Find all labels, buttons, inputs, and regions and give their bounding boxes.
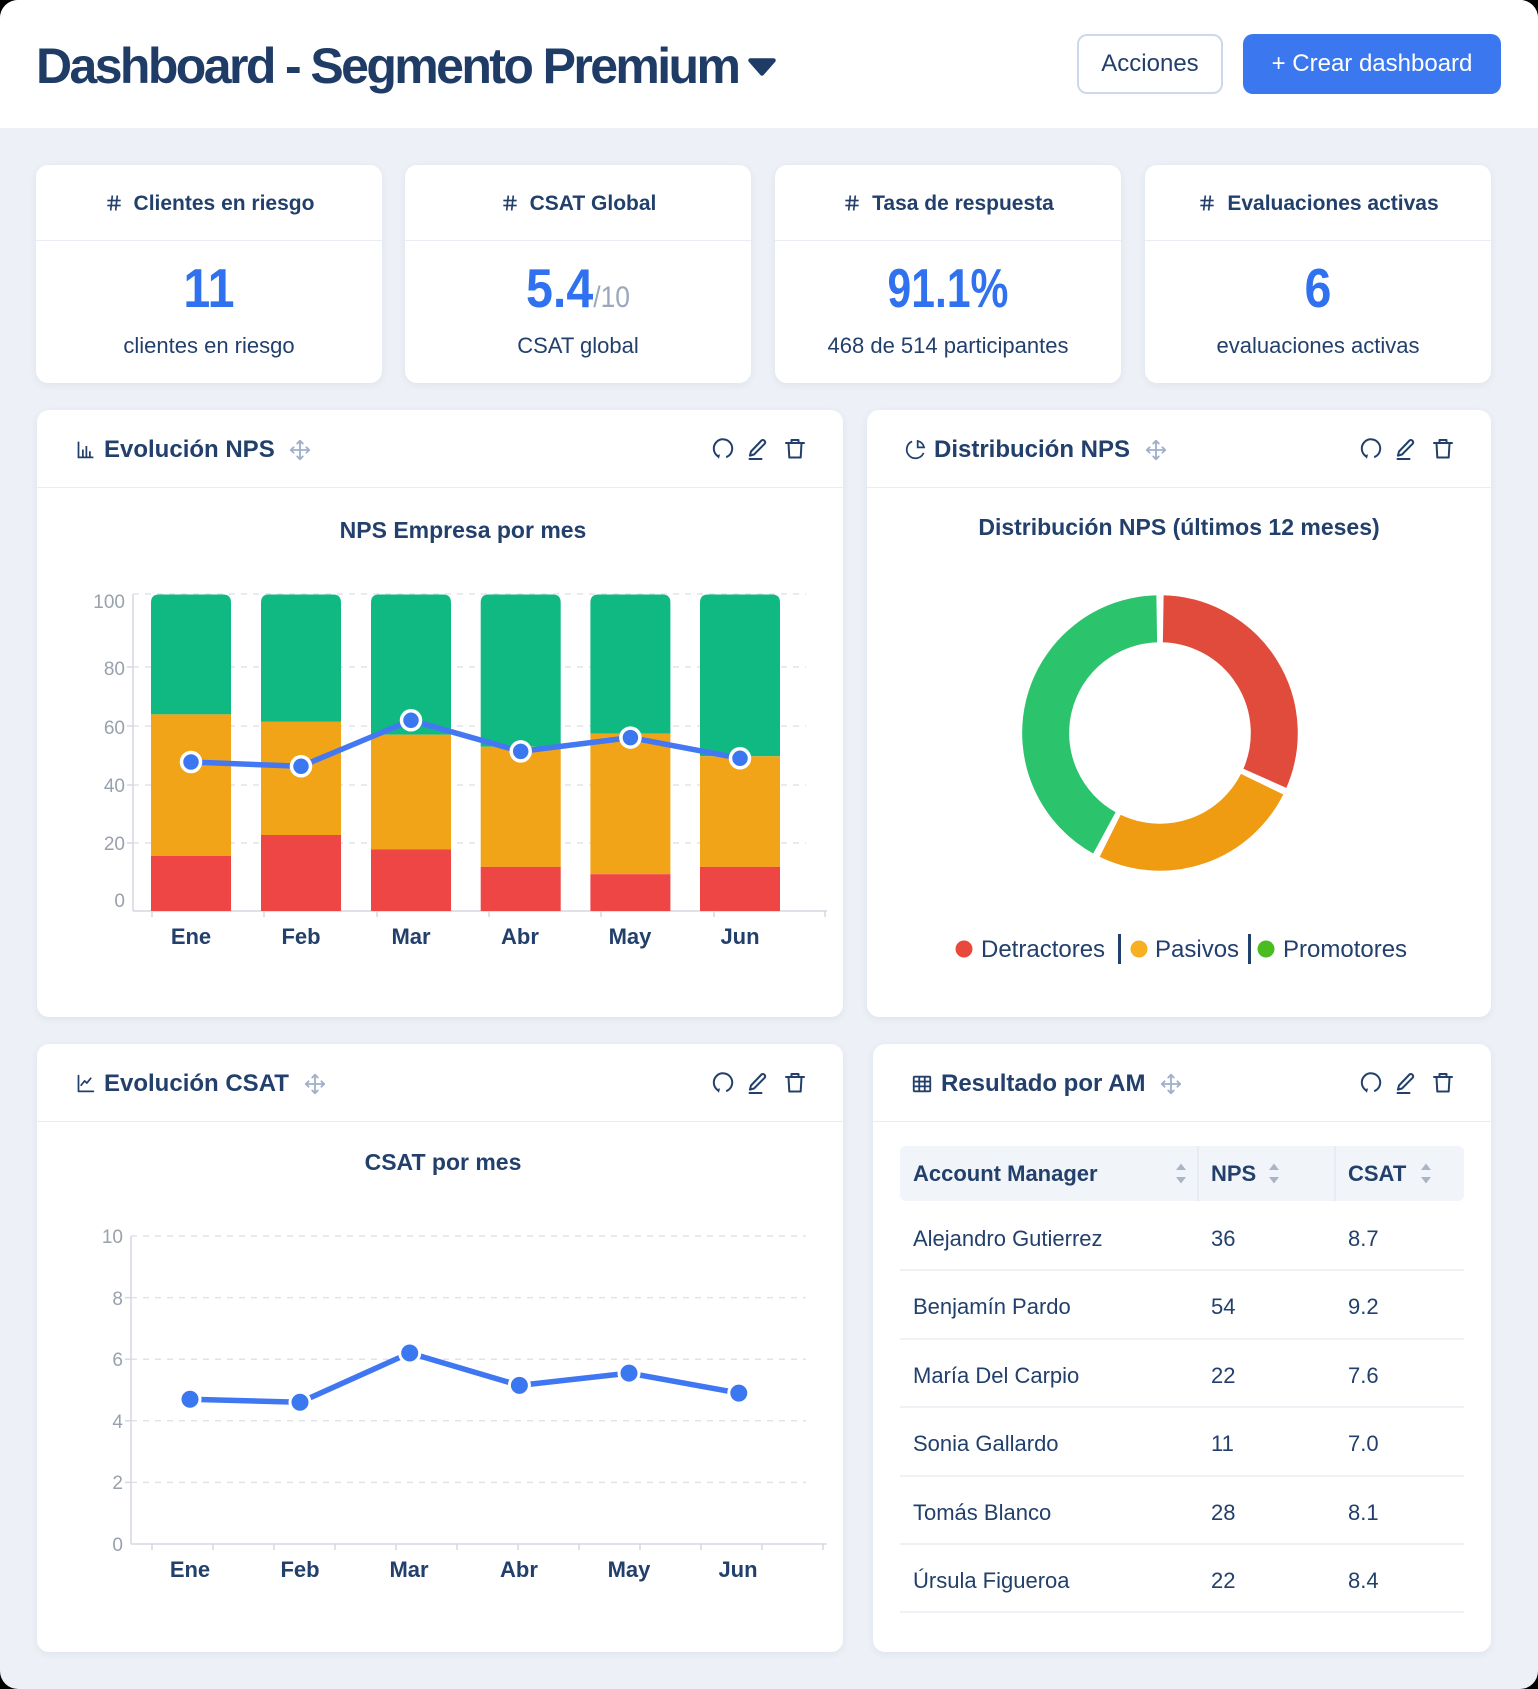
- svg-text:Jun: Jun: [720, 924, 759, 949]
- svg-text:28: 28: [1211, 1500, 1235, 1525]
- svg-text:Ene: Ene: [171, 924, 211, 949]
- svg-text:10: 10: [102, 1227, 123, 1248]
- svg-text:4: 4: [112, 1412, 123, 1433]
- svg-text:Feb: Feb: [280, 1557, 319, 1582]
- svg-text:María Del Carpio: María Del Carpio: [913, 1363, 1079, 1388]
- svg-text:100: 100: [93, 592, 125, 613]
- svg-text:Ene: Ene: [170, 1557, 210, 1582]
- svg-text:Abr: Abr: [500, 1557, 538, 1582]
- svg-text:Promotores: Promotores: [1283, 936, 1407, 963]
- svg-text:8.4: 8.4: [1348, 1568, 1379, 1593]
- svg-text:22: 22: [1211, 1363, 1235, 1388]
- svg-text:8: 8: [112, 1289, 123, 1310]
- svg-text:Sonia Gallardo: Sonia Gallardo: [913, 1431, 1059, 1456]
- svg-text:May: May: [608, 1557, 652, 1582]
- svg-text:CSAT: CSAT: [1348, 1161, 1407, 1186]
- svg-text:Pasivos: Pasivos: [1155, 936, 1239, 963]
- svg-text:CSAT por mes: CSAT por mes: [365, 1149, 522, 1175]
- svg-text:6: 6: [112, 1350, 123, 1371]
- svg-text:Detractores: Detractores: [981, 936, 1105, 963]
- svg-text:Úrsula Figueroa: Úrsula Figueroa: [913, 1568, 1070, 1593]
- svg-text:Distribución NPS (últimos 12 m: Distribución NPS (últimos 12 meses): [978, 514, 1379, 540]
- svg-text:Mar: Mar: [391, 924, 431, 949]
- svg-text:0: 0: [114, 891, 125, 912]
- svg-text:8.7: 8.7: [1348, 1226, 1379, 1251]
- svg-text:NPS: NPS: [1211, 1161, 1256, 1186]
- svg-text:80: 80: [104, 659, 125, 680]
- svg-text:NPS Empresa por mes: NPS Empresa por mes: [340, 517, 587, 543]
- svg-text:Benjamín Pardo: Benjamín Pardo: [913, 1294, 1071, 1319]
- svg-text:Abr: Abr: [501, 924, 539, 949]
- svg-text:Jun: Jun: [718, 1557, 757, 1582]
- svg-text:20: 20: [104, 834, 125, 855]
- svg-text:2: 2: [112, 1473, 123, 1494]
- svg-text:11: 11: [1211, 1431, 1234, 1456]
- svg-text:May: May: [609, 924, 653, 949]
- svg-text:7.0: 7.0: [1348, 1431, 1379, 1456]
- svg-text:Alejandro Gutierrez: Alejandro Gutierrez: [913, 1226, 1103, 1251]
- svg-text:36: 36: [1211, 1226, 1235, 1251]
- svg-text:Account Manager: Account Manager: [913, 1161, 1098, 1186]
- svg-text:Mar: Mar: [389, 1557, 429, 1582]
- svg-text:9.2: 9.2: [1348, 1294, 1379, 1319]
- svg-text:22: 22: [1211, 1568, 1235, 1593]
- svg-text:0: 0: [112, 1535, 123, 1556]
- svg-text:Tomás Blanco: Tomás Blanco: [913, 1500, 1051, 1525]
- svg-text:60: 60: [104, 718, 125, 739]
- svg-text:54: 54: [1211, 1294, 1235, 1319]
- svg-text:40: 40: [104, 776, 125, 797]
- svg-text:7.6: 7.6: [1348, 1363, 1379, 1388]
- svg-text:8.1: 8.1: [1348, 1500, 1379, 1525]
- svg-text:Feb: Feb: [281, 924, 320, 949]
